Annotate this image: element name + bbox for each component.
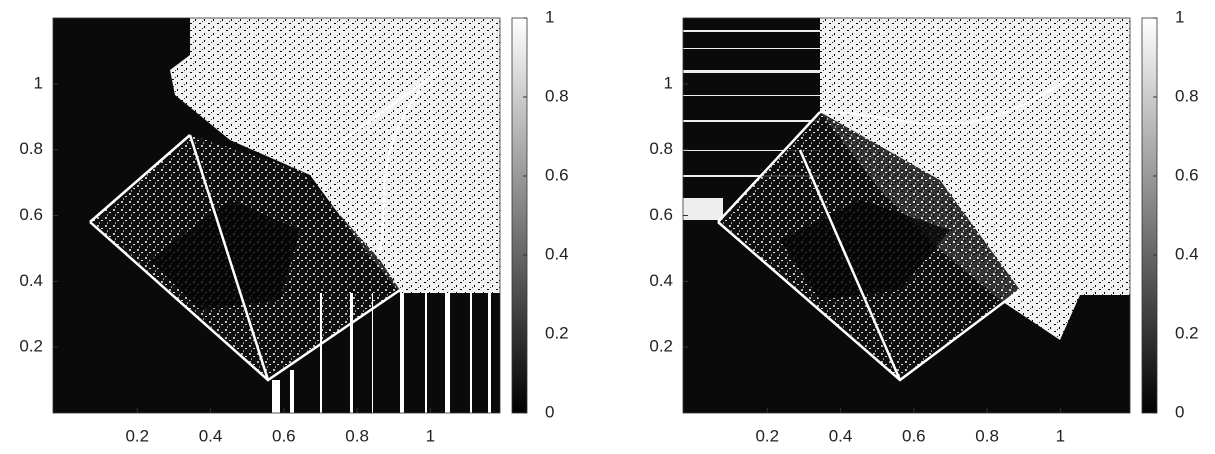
colorbar-tick-label: 0.2 <box>1175 323 1199 342</box>
x-tick-label: 0.4 <box>199 426 223 445</box>
colorbar-tick-label: 0.8 <box>545 86 569 105</box>
y-tick-label: 0.8 <box>19 139 43 158</box>
colorbar-tick-label: 1 <box>545 7 554 26</box>
y-tick-label: 0.8 <box>649 139 673 158</box>
colorbar-tick-label: 1 <box>1175 7 1184 26</box>
colorbar <box>1141 17 1158 414</box>
x-tick-label: 0.2 <box>125 426 149 445</box>
colorbar-tick-label: 0 <box>545 402 554 421</box>
x-tick-label: 0.6 <box>902 426 926 445</box>
colorbar-tick-label: 0.6 <box>545 165 569 184</box>
x-tick-label: 0.6 <box>272 426 296 445</box>
y-tick-label: 0.6 <box>649 205 673 224</box>
colorbar-tick-label: 0.8 <box>1175 86 1199 105</box>
colorbar-tick-label: 0 <box>1175 402 1184 421</box>
x-tick-label: 1 <box>1056 426 1065 445</box>
colorbar-tick-label: 0.4 <box>545 244 569 263</box>
x-tick-label: 0.4 <box>829 426 853 445</box>
x-tick-label: 1 <box>426 426 435 445</box>
colorbar-tick-label: 0.2 <box>545 323 569 342</box>
colorbar-tick-label: 0.4 <box>1175 244 1199 263</box>
y-tick-label: 0.4 <box>19 271 43 290</box>
image-right <box>683 18 1130 413</box>
y-tick-label: 0.6 <box>19 205 43 224</box>
x-tick-label: 0.8 <box>975 426 999 445</box>
y-tick-label: 0.2 <box>649 337 673 356</box>
y-tick-label: 1 <box>34 73 43 92</box>
x-tick-label: 0.8 <box>345 426 369 445</box>
y-tick-label: 0.2 <box>19 337 43 356</box>
x-tick-label: 0.2 <box>755 426 779 445</box>
colorbar <box>511 17 528 414</box>
colorbar-tick-label: 0.6 <box>1175 165 1199 184</box>
y-tick-label: 1 <box>664 73 673 92</box>
y-tick-label: 0.4 <box>649 271 673 290</box>
image-left <box>53 18 500 413</box>
